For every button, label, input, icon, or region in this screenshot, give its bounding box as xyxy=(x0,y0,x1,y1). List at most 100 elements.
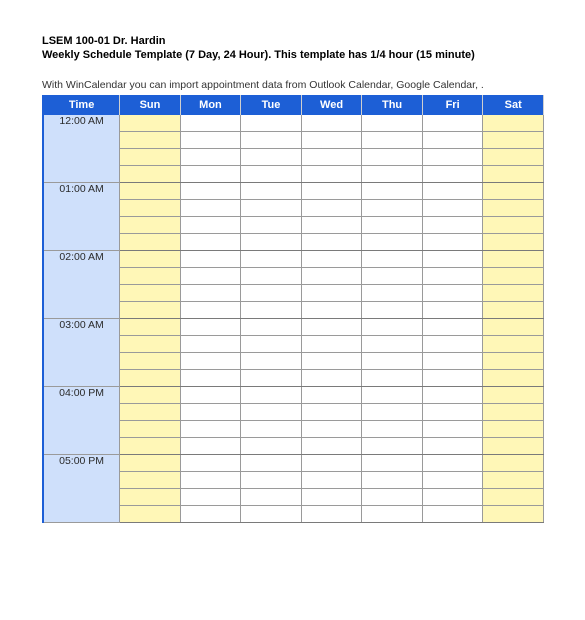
schedule-cell[interactable] xyxy=(241,370,302,387)
schedule-cell[interactable] xyxy=(301,285,362,302)
schedule-cell[interactable] xyxy=(301,353,362,370)
schedule-cell[interactable] xyxy=(483,336,544,353)
schedule-cell[interactable] xyxy=(241,132,302,149)
schedule-cell[interactable] xyxy=(301,319,362,336)
schedule-cell[interactable] xyxy=(180,234,241,251)
schedule-cell[interactable] xyxy=(120,472,181,489)
schedule-cell[interactable] xyxy=(362,370,423,387)
schedule-cell[interactable] xyxy=(362,438,423,455)
schedule-cell[interactable] xyxy=(422,421,483,438)
schedule-cell[interactable] xyxy=(301,251,362,268)
schedule-cell[interactable] xyxy=(120,132,181,149)
schedule-cell[interactable] xyxy=(422,234,483,251)
schedule-cell[interactable] xyxy=(362,404,423,421)
schedule-cell[interactable] xyxy=(180,455,241,472)
schedule-cell[interactable] xyxy=(422,404,483,421)
schedule-cell[interactable] xyxy=(241,353,302,370)
schedule-cell[interactable] xyxy=(422,336,483,353)
schedule-cell[interactable] xyxy=(241,166,302,183)
schedule-cell[interactable] xyxy=(180,149,241,166)
schedule-cell[interactable] xyxy=(120,421,181,438)
schedule-cell[interactable] xyxy=(483,421,544,438)
schedule-cell[interactable] xyxy=(120,353,181,370)
schedule-cell[interactable] xyxy=(422,353,483,370)
schedule-cell[interactable] xyxy=(180,404,241,421)
schedule-cell[interactable] xyxy=(422,251,483,268)
schedule-cell[interactable] xyxy=(180,302,241,319)
schedule-cell[interactable] xyxy=(241,319,302,336)
schedule-cell[interactable] xyxy=(483,200,544,217)
schedule-cell[interactable] xyxy=(362,166,423,183)
schedule-cell[interactable] xyxy=(483,387,544,404)
schedule-cell[interactable] xyxy=(180,183,241,200)
schedule-cell[interactable] xyxy=(483,353,544,370)
schedule-cell[interactable] xyxy=(422,319,483,336)
schedule-cell[interactable] xyxy=(301,506,362,523)
schedule-cell[interactable] xyxy=(362,319,423,336)
schedule-cell[interactable] xyxy=(483,183,544,200)
schedule-cell[interactable] xyxy=(362,302,423,319)
schedule-cell[interactable] xyxy=(483,404,544,421)
schedule-cell[interactable] xyxy=(422,387,483,404)
schedule-cell[interactable] xyxy=(422,285,483,302)
schedule-cell[interactable] xyxy=(483,251,544,268)
schedule-cell[interactable] xyxy=(483,455,544,472)
schedule-cell[interactable] xyxy=(483,285,544,302)
schedule-cell[interactable] xyxy=(301,115,362,132)
schedule-cell[interactable] xyxy=(241,200,302,217)
schedule-cell[interactable] xyxy=(120,319,181,336)
schedule-cell[interactable] xyxy=(241,251,302,268)
schedule-cell[interactable] xyxy=(422,115,483,132)
schedule-cell[interactable] xyxy=(301,234,362,251)
schedule-cell[interactable] xyxy=(180,217,241,234)
schedule-cell[interactable] xyxy=(180,438,241,455)
schedule-cell[interactable] xyxy=(120,115,181,132)
schedule-cell[interactable] xyxy=(180,115,241,132)
schedule-cell[interactable] xyxy=(362,183,423,200)
schedule-cell[interactable] xyxy=(422,438,483,455)
schedule-cell[interactable] xyxy=(120,183,181,200)
schedule-cell[interactable] xyxy=(422,183,483,200)
schedule-cell[interactable] xyxy=(180,353,241,370)
schedule-cell[interactable] xyxy=(483,115,544,132)
schedule-cell[interactable] xyxy=(180,268,241,285)
schedule-cell[interactable] xyxy=(180,166,241,183)
schedule-cell[interactable] xyxy=(180,336,241,353)
schedule-cell[interactable] xyxy=(301,200,362,217)
schedule-cell[interactable] xyxy=(120,489,181,506)
schedule-cell[interactable] xyxy=(301,302,362,319)
schedule-cell[interactable] xyxy=(241,336,302,353)
schedule-cell[interactable] xyxy=(241,489,302,506)
schedule-cell[interactable] xyxy=(120,251,181,268)
schedule-cell[interactable] xyxy=(180,285,241,302)
schedule-cell[interactable] xyxy=(362,421,423,438)
schedule-cell[interactable] xyxy=(180,387,241,404)
schedule-cell[interactable] xyxy=(483,370,544,387)
schedule-cell[interactable] xyxy=(362,200,423,217)
schedule-cell[interactable] xyxy=(120,336,181,353)
schedule-cell[interactable] xyxy=(241,438,302,455)
schedule-cell[interactable] xyxy=(362,336,423,353)
schedule-cell[interactable] xyxy=(241,506,302,523)
schedule-cell[interactable] xyxy=(180,472,241,489)
schedule-cell[interactable] xyxy=(483,319,544,336)
schedule-cell[interactable] xyxy=(180,506,241,523)
schedule-cell[interactable] xyxy=(422,455,483,472)
schedule-cell[interactable] xyxy=(120,285,181,302)
schedule-cell[interactable] xyxy=(241,285,302,302)
schedule-cell[interactable] xyxy=(241,472,302,489)
schedule-cell[interactable] xyxy=(422,132,483,149)
schedule-cell[interactable] xyxy=(301,438,362,455)
schedule-cell[interactable] xyxy=(120,234,181,251)
schedule-cell[interactable] xyxy=(483,489,544,506)
schedule-cell[interactable] xyxy=(241,387,302,404)
schedule-cell[interactable] xyxy=(362,285,423,302)
schedule-cell[interactable] xyxy=(483,506,544,523)
schedule-cell[interactable] xyxy=(241,217,302,234)
schedule-cell[interactable] xyxy=(241,302,302,319)
schedule-cell[interactable] xyxy=(241,234,302,251)
schedule-cell[interactable] xyxy=(301,268,362,285)
schedule-cell[interactable] xyxy=(362,132,423,149)
schedule-cell[interactable] xyxy=(362,353,423,370)
schedule-cell[interactable] xyxy=(362,115,423,132)
